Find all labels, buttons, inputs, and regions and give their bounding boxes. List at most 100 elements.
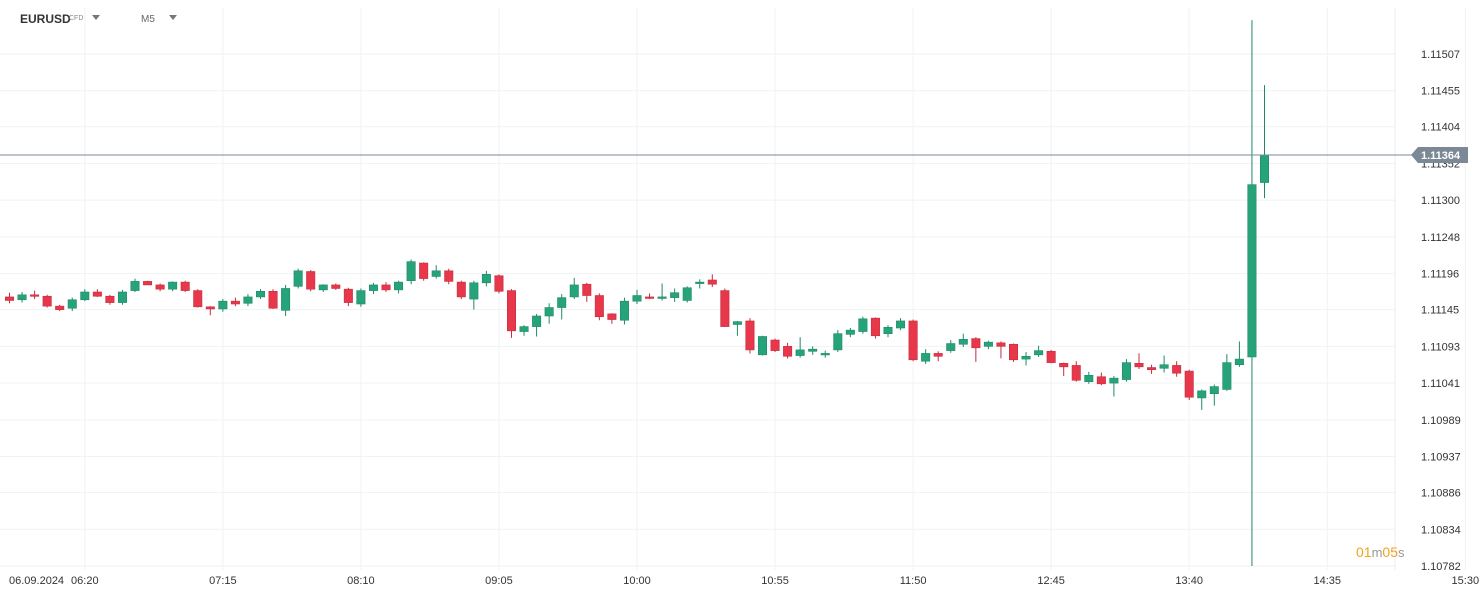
candle-body <box>368 284 378 291</box>
candle-body <box>431 270 441 277</box>
symbol-type-label: CFD <box>69 15 84 22</box>
candle-body <box>757 336 767 356</box>
candle-body <box>1147 367 1157 370</box>
y-tick-label: 1.11093 <box>1421 341 1460 353</box>
candle-body <box>883 327 893 334</box>
y-tick-label: 1.11041 <box>1421 378 1460 390</box>
candle-body <box>1134 363 1144 368</box>
candle-body <box>205 306 215 310</box>
x-tick-label: 12:45 <box>1037 575 1065 587</box>
candle-body <box>569 284 579 298</box>
x-tick-label: 09:05 <box>485 575 513 587</box>
timeframe-label[interactable]: M5 <box>141 14 155 25</box>
candle-body <box>971 338 981 349</box>
candle-body <box>682 287 692 301</box>
countdown-s-label: s <box>1398 545 1405 560</box>
candle-body <box>1008 343 1018 361</box>
candle-body <box>707 279 717 285</box>
candle-body <box>582 283 592 296</box>
candle-body <box>695 281 705 284</box>
candle-body <box>356 290 366 305</box>
countdown-seconds: 05 <box>1382 544 1398 560</box>
candle-body <box>544 307 554 317</box>
y-tick-label: 1.10989 <box>1421 415 1461 427</box>
x-tick-label: 08:10 <box>347 575 375 587</box>
candle-body <box>343 288 353 303</box>
y-tick-label: 1.11507 <box>1421 49 1460 61</box>
candle-body <box>519 326 529 332</box>
candle-body <box>17 294 27 301</box>
candle-body <box>1096 376 1106 385</box>
x-tick-label: 07:15 <box>209 575 237 587</box>
candle-body <box>92 291 102 297</box>
countdown-m-label: m <box>1371 545 1383 560</box>
candle-body <box>494 275 504 292</box>
candle-body <box>456 281 466 298</box>
x-tick-label: 15:30 <box>1452 575 1480 587</box>
candle-body <box>532 315 542 327</box>
candle-body <box>331 284 341 289</box>
candle-body <box>858 318 868 332</box>
candle-body <box>419 262 429 279</box>
current-price-badge <box>1411 146 1468 163</box>
candle-body <box>745 320 755 351</box>
current-price-label: 1.11364 <box>1421 150 1461 162</box>
candle-body <box>130 281 140 291</box>
candle-body <box>1209 386 1219 394</box>
candle-body <box>293 270 303 287</box>
x-tick-label: 11:50 <box>900 575 927 587</box>
candle-body <box>30 294 40 297</box>
candle-body <box>444 270 454 282</box>
candle-body <box>720 290 730 327</box>
x-tick-label: 13:40 <box>1175 575 1203 587</box>
candle-body <box>908 320 918 361</box>
candle-body <box>1059 363 1069 368</box>
y-tick-label: 1.10886 <box>1421 488 1461 500</box>
x-tick-label: 06.09.2024 <box>9 575 64 587</box>
x-tick-label: 10:00 <box>623 575 651 587</box>
candle-body <box>243 296 253 304</box>
candle-body <box>958 339 968 345</box>
candle-body <box>1197 390 1207 399</box>
timeframe-dropdown-icon[interactable] <box>169 15 177 20</box>
candle-body <box>808 348 818 352</box>
candle-body <box>1084 375 1094 382</box>
candle-body <box>255 290 265 298</box>
y-tick-label: 1.11300 <box>1421 195 1460 207</box>
y-tick-label: 1.11455 <box>1421 86 1460 98</box>
candle-body <box>1034 350 1044 356</box>
candle-body <box>55 305 65 310</box>
candle-body <box>783 346 793 357</box>
candle-body <box>67 299 77 309</box>
candle-body <box>1184 370 1194 398</box>
candle-body <box>1234 358 1244 366</box>
candle-body <box>168 281 178 290</box>
y-tick-label: 1.11196 <box>1421 269 1459 281</box>
candle-body <box>896 320 906 329</box>
candle-body <box>1260 154 1270 183</box>
candle-body <box>105 295 115 303</box>
candle-body <box>117 291 127 303</box>
candle-body <box>946 343 956 351</box>
candle-body <box>1046 351 1056 363</box>
candle-body <box>833 333 843 351</box>
symbol-dropdown-icon[interactable] <box>92 15 100 20</box>
candle-body <box>1021 355 1031 360</box>
y-tick-label: 1.11404 <box>1421 122 1460 134</box>
candle-body <box>670 292 680 298</box>
candle-body <box>607 313 617 320</box>
y-tick-label: 1.11248 <box>1421 232 1460 244</box>
candle-body <box>281 288 291 311</box>
candle-body <box>42 295 52 307</box>
y-tick-label: 1.10937 <box>1421 452 1461 464</box>
candle-body <box>645 296 655 299</box>
candle-body <box>921 353 931 362</box>
candle-body <box>1247 184 1257 358</box>
candle-body <box>193 290 203 308</box>
candle-body <box>306 271 316 290</box>
candle-body <box>657 296 667 299</box>
candle-body <box>143 281 153 286</box>
symbol-label[interactable]: EURUSD <box>20 12 71 26</box>
candle-body <box>619 300 629 321</box>
